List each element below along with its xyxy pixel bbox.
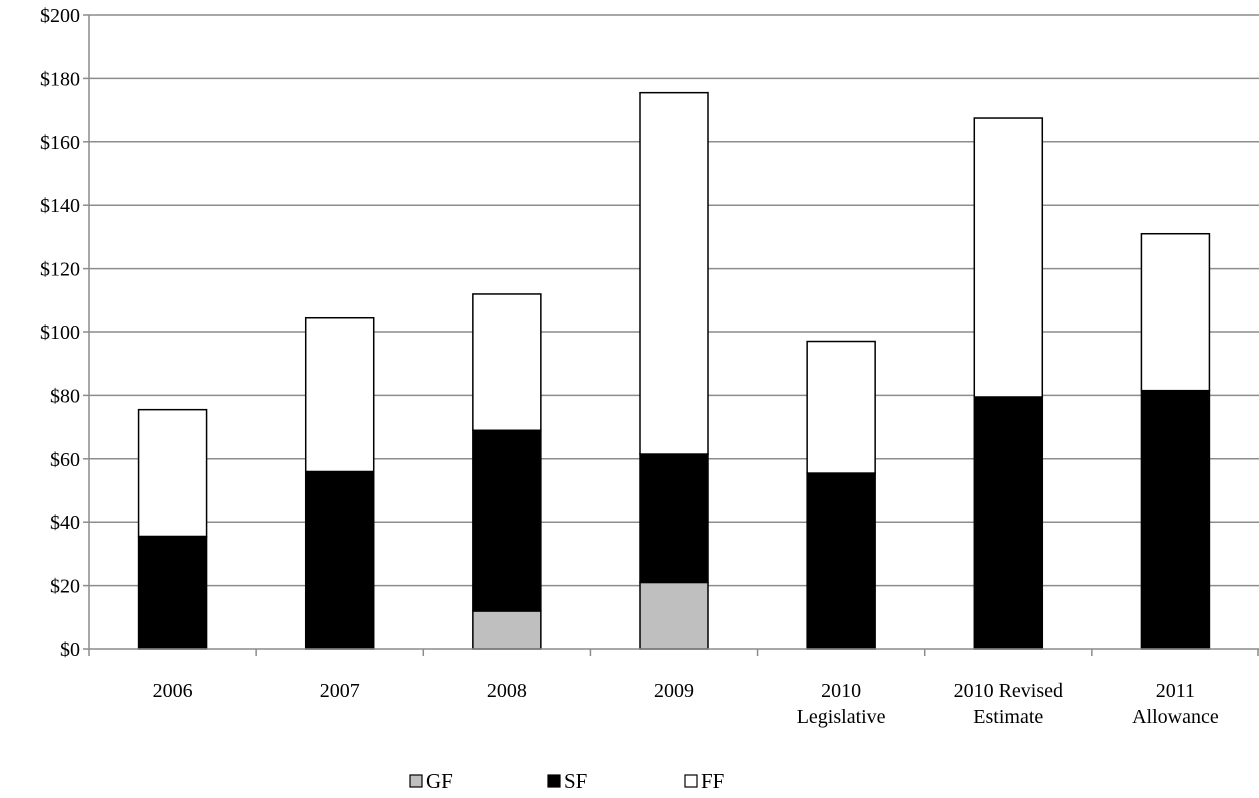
x-tick-label: 2011	[1156, 680, 1195, 702]
y-tick-label: $40	[50, 512, 80, 534]
bar-sf-6	[1140, 389, 1211, 650]
bar-ff-2	[472, 293, 542, 432]
y-tick-label: $20	[50, 576, 80, 598]
y-tick-label: $120	[40, 259, 80, 281]
bar-sf-2	[472, 429, 542, 612]
legend-label-ff: FF	[701, 769, 724, 793]
legend-label-gf: GF	[426, 769, 453, 793]
bars	[137, 91, 1211, 650]
y-tick-label: $100	[40, 322, 80, 344]
x-tick-label: Allowance	[1132, 706, 1219, 728]
legend: GF SF FF	[409, 769, 724, 793]
bar-ff-5	[973, 117, 1044, 398]
y-tick-label: $60	[50, 449, 80, 471]
bar-ff-3	[639, 91, 709, 455]
x-tick-label: 2010 Revised	[954, 680, 1063, 702]
bar-ff-0	[137, 408, 208, 538]
legend-swatch-ff	[684, 774, 698, 788]
bar-sf-4	[806, 472, 876, 650]
bar-ff-4	[806, 340, 876, 474]
x-tick-label: Estimate	[973, 706, 1043, 728]
x-tick-label: Legislative	[797, 706, 886, 728]
y-tick-label: $200	[40, 5, 80, 27]
x-tick-label: 2007	[320, 680, 360, 702]
x-tick-label: 2010	[821, 680, 861, 702]
x-axis: 2006 2007 2008 2009 2010 Legislative 2010 Revi…	[88, 648, 1259, 728]
y-axis: $0 $20 $40 $60 $80 $100 $120 $140 $160 $180 $200	[40, 5, 90, 661]
y-tick-label: $160	[40, 132, 80, 154]
legend-swatch-sf	[547, 774, 561, 788]
bar-gf-2	[472, 610, 542, 650]
bar-sf-5	[973, 396, 1044, 650]
x-tick-label: 2006	[153, 680, 193, 702]
y-tick-label: $140	[40, 195, 80, 217]
y-tick-label: $180	[40, 68, 80, 90]
y-tick-label: $0	[60, 639, 80, 661]
legend-swatch-gf	[409, 774, 423, 788]
legend-label-sf: SF	[564, 769, 587, 793]
x-tick-label: 2009	[654, 680, 694, 702]
bar-sf-1	[304, 470, 375, 650]
x-tick-label: 2008	[487, 680, 527, 702]
bar-ff-1	[304, 316, 375, 473]
y-tick-label: $80	[50, 385, 80, 407]
bar-ff-6	[1140, 232, 1211, 392]
bar-sf-0	[137, 535, 208, 650]
bar-sf-3	[639, 453, 709, 584]
bar-gf-3	[639, 581, 709, 650]
